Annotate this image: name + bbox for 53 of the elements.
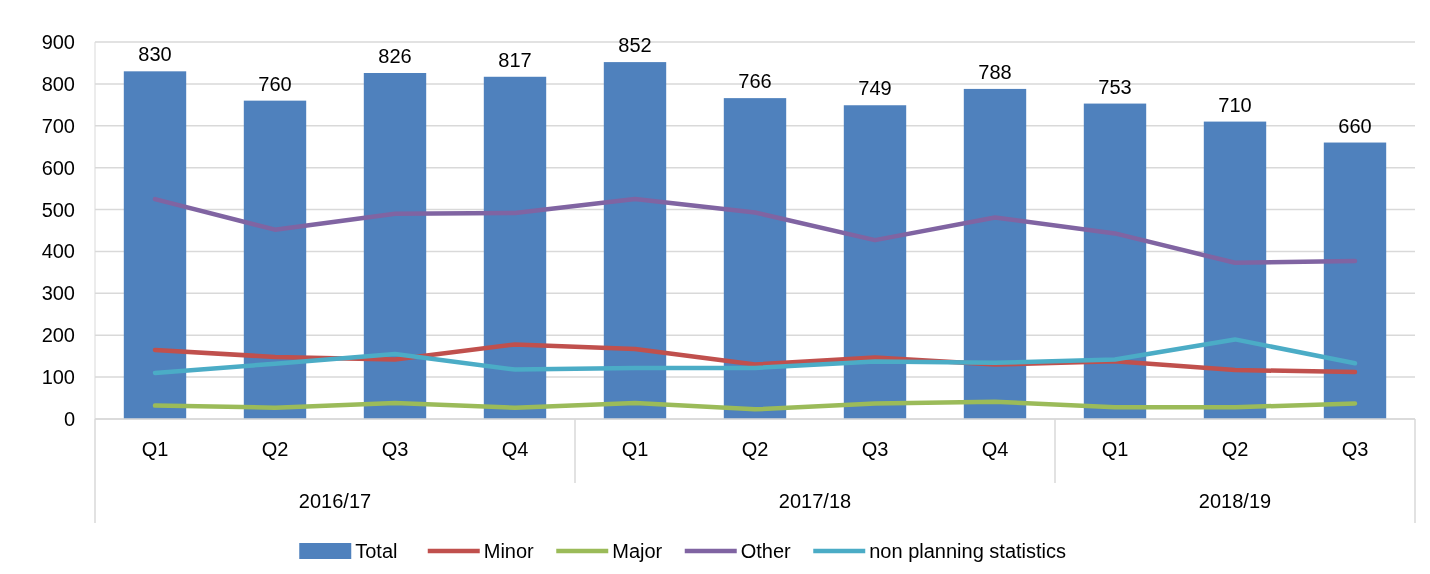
text: 2017/18 — [778, 490, 852, 512]
line-series — [152, 196, 1358, 265]
y-tick-label: 400 — [41, 240, 75, 263]
data-label: 817 — [498, 48, 532, 71]
data-label: 766 — [738, 70, 772, 93]
bar — [483, 76, 547, 419]
bar — [123, 71, 187, 419]
bar — [723, 98, 787, 419]
data-label: 710 — [1218, 93, 1252, 116]
x-tick-label: Q2 — [1221, 438, 1249, 460]
bar — [963, 88, 1027, 419]
line-series — [152, 399, 1358, 412]
bar — [843, 105, 907, 419]
y-tick-label: 200 — [41, 324, 75, 347]
y-tick-label: 900 — [41, 31, 75, 53]
text: 2018/19 — [1198, 490, 1272, 512]
x-tick-label: Q1 — [1101, 438, 1129, 460]
x-tick-label: Q3 — [381, 438, 409, 460]
x-tick-label: Q2 — [741, 438, 769, 460]
x-tick-label: Q4 — [981, 438, 1009, 460]
data-label: 852 — [618, 34, 652, 57]
bar — [363, 73, 427, 419]
data-label: 749 — [858, 77, 892, 100]
x-tick-label: Q3 — [1341, 438, 1369, 460]
legend-label: Other — [740, 540, 792, 562]
data-label: 830 — [138, 43, 172, 66]
y-tick-label: 100 — [41, 366, 75, 389]
bar — [1323, 142, 1387, 419]
data-label: 760 — [258, 72, 292, 95]
y-tick-label: 300 — [41, 282, 75, 305]
data-label: 660 — [1338, 114, 1372, 137]
bar — [1083, 103, 1147, 419]
text: 2016/17 — [298, 490, 372, 512]
legend-label: Minor — [483, 540, 535, 562]
legend-label: Major — [612, 540, 663, 562]
y-tick-label: 600 — [41, 156, 75, 179]
x-tick-label: Q1 — [621, 438, 649, 460]
data-label: 826 — [378, 45, 412, 67]
x-tick-label: Q4 — [501, 438, 529, 460]
legend-label: non planning statistics — [869, 540, 1067, 562]
x-tick-label: Q3 — [861, 438, 889, 460]
bar — [1203, 121, 1267, 419]
bar — [603, 62, 667, 419]
data-label: 788 — [978, 60, 1012, 83]
y-tick-label: 800 — [41, 72, 75, 95]
data-label: 753 — [1098, 75, 1132, 98]
x-tick-label: Q1 — [141, 438, 169, 460]
y-tick-label: 500 — [41, 198, 75, 221]
y-tick-label: 700 — [41, 114, 75, 137]
y-tick-label: 0 — [63, 408, 75, 430]
legend-label: Total — [355, 540, 398, 562]
x-tick-label: Q2 — [261, 438, 289, 460]
bar — [243, 100, 307, 419]
